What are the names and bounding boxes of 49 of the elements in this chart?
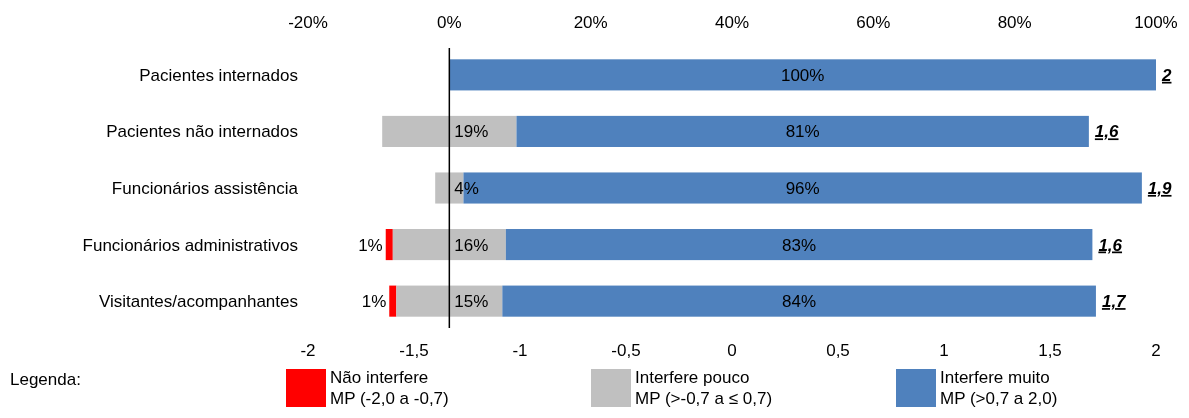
- y-tick-label: Pacientes internados: [139, 65, 298, 85]
- x2-tick-label: 0: [727, 341, 737, 360]
- x2-tick-label: -1: [512, 341, 528, 360]
- x-tick-label: 0%: [437, 13, 462, 32]
- data-label: 15%: [454, 292, 489, 312]
- bar: [392, 229, 506, 261]
- y-tick-label: Funcionários administrativos: [82, 235, 298, 255]
- y-tick-label: Visitantes/acompanhantes: [98, 292, 298, 312]
- x-tick-label: 60%: [856, 13, 891, 32]
- annotation: 1,6: [1094, 122, 1120, 142]
- x2-tick-label: -1,5: [399, 341, 429, 360]
- x-tick-label: 40%: [714, 13, 750, 32]
- data-label: 1%: [361, 292, 387, 312]
- y-tick-label: Funcionários assistência: [111, 178, 299, 198]
- bar: [502, 285, 1096, 317]
- x-tick-label: 100%: [1134, 13, 1178, 32]
- data-label: 100%: [780, 65, 825, 85]
- x2-tick-label: -0,5: [611, 341, 641, 360]
- x2-tick-label: 1: [939, 341, 949, 360]
- x2-tick-label: 0,5: [826, 341, 850, 360]
- data-label: 16%: [454, 235, 489, 255]
- data-label: 96%: [785, 178, 820, 198]
- y-tick-label: Pacientes não internados: [106, 122, 298, 142]
- annotation: 1,7: [1101, 292, 1128, 312]
- x2-tick-label: 1,5: [1038, 341, 1062, 360]
- legend-label: Interfere muito MP (>0,7 a 2,0): [940, 368, 1058, 408]
- data-label: 84%: [782, 292, 817, 312]
- x2-tick-label: 2: [1151, 341, 1161, 360]
- data-label: 19%: [454, 122, 489, 142]
- bar: [382, 115, 517, 147]
- x-tick-label: 80%: [997, 13, 1032, 32]
- bar: [449, 59, 1156, 91]
- data-label: 83%: [782, 235, 817, 255]
- bar: [389, 285, 397, 317]
- annotation: 1,6: [1098, 235, 1123, 255]
- legend-label: Não interfere MP (-2,0 a -0,7): [330, 368, 449, 408]
- data-label: 1%: [358, 235, 383, 255]
- bar: [505, 229, 1093, 261]
- x-tick-label: -20%: [288, 13, 328, 32]
- x2-tick-label: -2: [300, 341, 316, 360]
- bar: [396, 285, 503, 317]
- legend-label: Interfere pouco MP (>-0,7 a ≤ 0,7): [635, 368, 773, 408]
- text: 2: [1161, 65, 1172, 85]
- annotation: 1,9: [1147, 178, 1173, 198]
- legend-title: Legenda:: [10, 370, 81, 389]
- bar: [385, 229, 393, 261]
- data-label: 81%: [785, 122, 820, 142]
- bar: [516, 115, 1089, 147]
- x-tick-label: 20%: [573, 13, 608, 32]
